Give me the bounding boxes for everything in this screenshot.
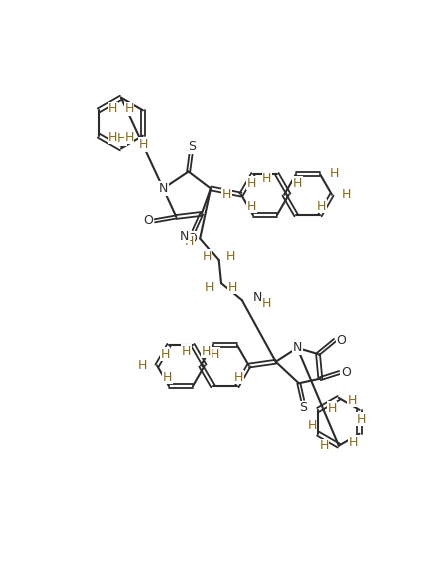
Text: N: N bbox=[252, 291, 261, 304]
Text: H: H bbox=[329, 168, 339, 180]
Text: O: O bbox=[340, 366, 350, 379]
Text: H: H bbox=[221, 188, 230, 201]
Text: H: H bbox=[202, 344, 211, 358]
Text: S: S bbox=[299, 401, 307, 414]
Text: H: H bbox=[262, 172, 271, 185]
Text: H: H bbox=[327, 402, 336, 415]
Text: H: H bbox=[124, 131, 133, 144]
Text: H: H bbox=[182, 344, 191, 358]
Text: H: H bbox=[162, 370, 172, 384]
Text: S: S bbox=[187, 141, 195, 153]
Text: H: H bbox=[306, 419, 316, 432]
Text: H: H bbox=[348, 435, 357, 449]
Text: H: H bbox=[355, 412, 365, 426]
Text: H: H bbox=[160, 348, 170, 361]
Text: H: H bbox=[117, 132, 126, 145]
Text: H: H bbox=[209, 348, 219, 361]
Text: H: H bbox=[225, 250, 234, 263]
Text: N: N bbox=[180, 230, 189, 242]
Text: H: H bbox=[184, 235, 194, 248]
Text: O: O bbox=[335, 334, 345, 347]
Text: H: H bbox=[347, 394, 357, 407]
Text: H: H bbox=[227, 281, 237, 294]
Text: H: H bbox=[202, 250, 211, 263]
Text: H: H bbox=[204, 281, 214, 294]
Text: H: H bbox=[261, 297, 270, 310]
Text: H: H bbox=[233, 370, 243, 384]
Text: H: H bbox=[341, 188, 351, 201]
Text: H: H bbox=[292, 177, 302, 190]
Text: H: H bbox=[138, 359, 147, 372]
Text: N: N bbox=[158, 182, 168, 195]
Text: H: H bbox=[124, 103, 133, 115]
Text: H: H bbox=[246, 199, 256, 213]
Text: H: H bbox=[108, 131, 117, 144]
Text: H: H bbox=[246, 177, 256, 190]
Text: H: H bbox=[108, 103, 117, 115]
Text: H: H bbox=[138, 138, 148, 151]
Text: H: H bbox=[319, 439, 328, 452]
Text: N: N bbox=[292, 342, 301, 354]
Text: O: O bbox=[187, 232, 197, 245]
Text: O: O bbox=[143, 214, 153, 228]
Text: H: H bbox=[316, 199, 326, 213]
